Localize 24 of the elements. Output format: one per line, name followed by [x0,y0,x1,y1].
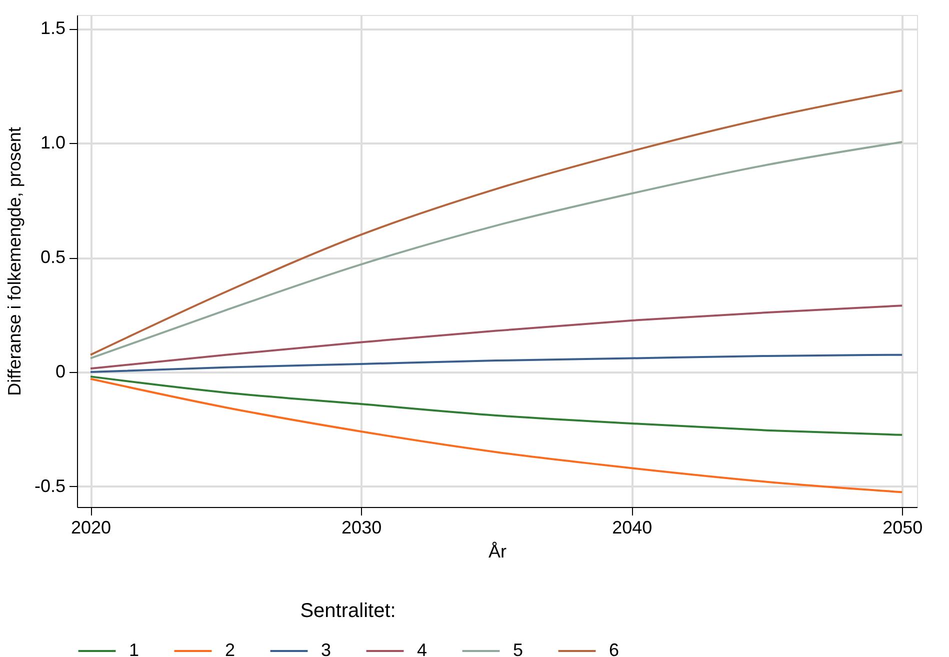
line-series [90,376,904,436]
line-series [90,378,904,494]
legend-label: 1 [129,640,140,657]
line-series [90,304,904,370]
y-tick-label: 1.0 [40,132,66,153]
y-axis-title: Differanse i folkemengde, prosent [4,127,24,396]
legend-label: 3 [321,640,332,657]
legend-title: Sentralitet: [300,600,396,622]
legend-label: 6 [609,640,620,657]
x-axis-title: År [488,542,507,562]
line-series [90,354,904,373]
legend-label: 5 [513,640,524,657]
legend-label: 4 [417,640,428,657]
y-tick-label: 1.5 [40,18,66,38]
y-tick-label: 0.5 [40,247,66,268]
x-tick-label: 2040 [612,518,652,538]
y-tick-label: -0.5 [34,476,66,496]
x-tick-label: 2030 [342,518,382,538]
line-series [90,90,904,356]
y-tick-label: 0 [55,361,66,382]
x-tick-label: 2020 [71,518,112,538]
legend-label: 2 [225,640,236,657]
line-series [90,141,904,360]
x-tick-label: 2050 [882,518,923,538]
